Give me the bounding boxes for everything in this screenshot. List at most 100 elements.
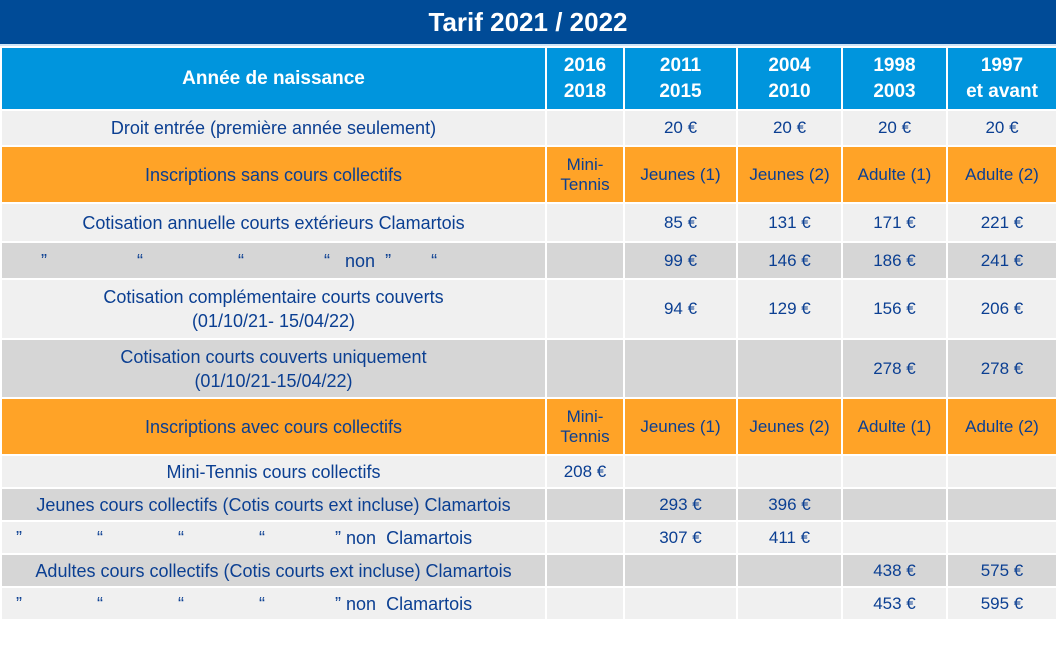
table-row: Cotisation annuelle courts extérieurs Cl…	[0, 202, 1056, 243]
price-cell: Mini- Tennis	[545, 145, 625, 204]
price-cell	[946, 487, 1056, 522]
col-year-from: 2004	[768, 54, 811, 76]
price-cell: 411 €	[736, 520, 843, 555]
price-cell	[736, 553, 843, 588]
price-cell	[545, 487, 625, 522]
price-cell	[545, 241, 625, 280]
header-col: 1998 2003	[841, 46, 948, 111]
price-cell: 146 €	[736, 241, 843, 280]
price-cell	[545, 338, 625, 399]
price-cell: 171 €	[841, 202, 948, 243]
section-header-row: Inscriptions sans cours collectifs Mini- …	[0, 145, 1056, 204]
price-cell	[736, 454, 843, 489]
row-label: Adultes cours collectifs (Cotis courts e…	[0, 553, 547, 588]
price-cell: 575 €	[946, 553, 1056, 588]
price-cell: 396 €	[736, 487, 843, 522]
price-cell	[946, 454, 1056, 489]
price-cell	[545, 109, 625, 147]
col-year-to: 2018	[563, 80, 607, 102]
price-cell: 438 €	[841, 553, 948, 588]
col-year-to: et avant	[966, 80, 1038, 102]
price-cell	[545, 202, 625, 243]
col-year-from: 1997	[980, 54, 1024, 76]
price-cell: Jeunes (2)	[736, 397, 843, 456]
price-cell	[545, 278, 625, 340]
price-cell: Mini- Tennis	[545, 397, 625, 456]
header-col: 2004 2010	[736, 46, 843, 111]
price-cell: Adulte (1)	[841, 397, 948, 456]
price-cell: 595 €	[946, 586, 1056, 621]
row-label: Inscriptions sans cours collectifs	[0, 145, 547, 204]
price-cell: 206 €	[946, 278, 1056, 340]
price-cell	[841, 520, 948, 555]
header-birth-year: Année de naissance	[0, 46, 547, 111]
row-label: Cotisation courts couverts uniquement (0…	[0, 338, 547, 399]
price-cell: 241 €	[946, 241, 1056, 280]
table-row: ” “ “ “ ” non Clamartois 453 €595 €	[0, 586, 1056, 621]
price-cell: 20 €	[841, 109, 948, 147]
price-cell: 131 €	[736, 202, 843, 243]
price-cell	[623, 553, 738, 588]
row-label: Mini-Tennis cours collectifs	[0, 454, 547, 489]
price-cell: Jeunes (2)	[736, 145, 843, 204]
col-year-from: 2016	[563, 54, 607, 76]
header-row: Année de naissance 2016 2018 2011 2015 200…	[0, 46, 1056, 111]
price-cell: 20 €	[623, 109, 738, 147]
col-year-from: 1998	[873, 54, 916, 76]
table-row: ” “ “ “ non ” “ 99 €146 €186 €241 €	[0, 241, 1056, 280]
price-cell: Adulte (1)	[841, 145, 948, 204]
row-label: ” “ “ “ ” non Clamartois	[0, 586, 547, 621]
price-cell	[623, 338, 738, 399]
price-cell	[841, 487, 948, 522]
row-label: Jeunes cours collectifs (Cotis courts ex…	[0, 487, 547, 522]
price-cell: Adulte (2)	[946, 397, 1056, 456]
price-cell: 293 €	[623, 487, 738, 522]
price-cell: 453 €	[841, 586, 948, 621]
price-cell: 94 €	[623, 278, 738, 340]
price-cell: Jeunes (1)	[623, 145, 738, 204]
col-year-to: 2010	[768, 80, 811, 102]
price-cell: 129 €	[736, 278, 843, 340]
price-cell	[623, 586, 738, 621]
price-cell	[736, 338, 843, 399]
table-row: Adultes cours collectifs (Cotis courts e…	[0, 553, 1056, 588]
price-cell	[946, 520, 1056, 555]
table-row: ” “ “ “ ” non Clamartois 307 €411 €	[0, 520, 1056, 555]
price-cell: 156 €	[841, 278, 948, 340]
price-cell: Jeunes (1)	[623, 397, 738, 456]
col-year-to: 2015	[659, 80, 702, 102]
price-cell: 85 €	[623, 202, 738, 243]
price-cell: 278 €	[841, 338, 948, 399]
col-year-to: 2003	[873, 80, 916, 102]
price-cell	[841, 454, 948, 489]
table-row: Droit entrée (première année seulement) 2…	[0, 109, 1056, 147]
price-cell: 99 €	[623, 241, 738, 280]
header-col: 1997 et avant	[946, 46, 1056, 111]
row-label: Droit entrée (première année seulement)	[0, 109, 547, 147]
table-row: Mini-Tennis cours collectifs 208 €	[0, 454, 1056, 489]
price-cell: 307 €	[623, 520, 738, 555]
tariff-table: Année de naissance 2016 2018 2011 2015 200…	[0, 46, 1056, 621]
price-cell: 186 €	[841, 241, 948, 280]
row-label: Cotisation complémentaire courts couvert…	[0, 278, 547, 340]
page-title: Tarif 2021 / 2022	[0, 0, 1056, 46]
section-header-row: Inscriptions avec cours collectifs Mini- …	[0, 397, 1056, 456]
row-label: Cotisation annuelle courts extérieurs Cl…	[0, 202, 547, 243]
price-cell: Adulte (2)	[946, 145, 1056, 204]
price-cell	[545, 520, 625, 555]
price-cell: 208 €	[545, 454, 625, 489]
price-cell: 20 €	[946, 109, 1056, 147]
price-cell	[623, 454, 738, 489]
price-cell: 20 €	[736, 109, 843, 147]
price-cell: 278 €	[946, 338, 1056, 399]
table-row: Jeunes cours collectifs (Cotis courts ex…	[0, 487, 1056, 522]
table-row: Cotisation complémentaire courts couvert…	[0, 278, 1056, 340]
price-cell: 221 €	[946, 202, 1056, 243]
row-label: Inscriptions avec cours collectifs	[0, 397, 547, 456]
row-label: ” “ “ “ ” non Clamartois	[0, 520, 547, 555]
price-cell	[545, 553, 625, 588]
price-cell	[736, 586, 843, 621]
header-col: 2011 2015	[623, 46, 738, 111]
header-col: 2016 2018	[545, 46, 625, 111]
price-cell	[545, 586, 625, 621]
